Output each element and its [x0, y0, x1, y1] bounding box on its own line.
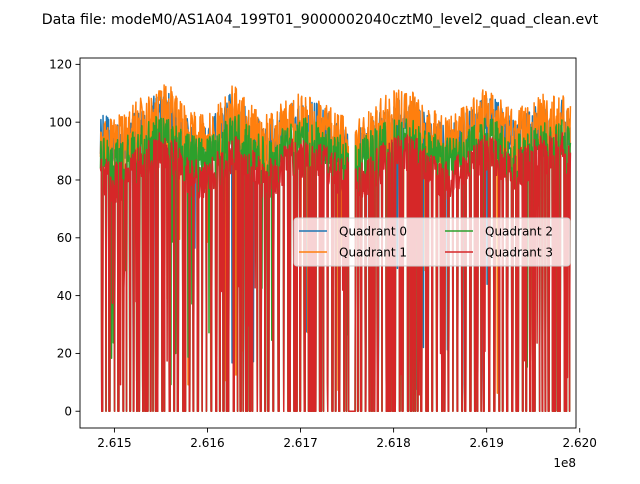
y-tick-label: 100 — [49, 115, 72, 129]
x-tick-label: 2.618 — [376, 436, 410, 450]
y-tick-label: 40 — [57, 289, 72, 303]
legend-label-quadrant-1: Quadrant 1 — [339, 246, 407, 260]
y-tick-label: 120 — [49, 58, 72, 72]
x-tick-label: 2.615 — [97, 436, 131, 450]
legend-label-quadrant-2: Quadrant 2 — [485, 225, 553, 239]
plot-area — [79, 57, 577, 429]
series-line-quadrant-3 — [99, 132, 572, 412]
legend-frame — [293, 217, 571, 267]
y-tick-label: 0 — [64, 405, 72, 419]
y-tick-label: 20 — [57, 347, 72, 361]
x-tick-label: 2.616 — [190, 436, 224, 450]
legend-label-quadrant-0: Quadrant 0 — [339, 225, 407, 239]
y-tick-label: 80 — [57, 173, 72, 187]
chart-legend: Quadrant 0 Quadrant 1 Quadrant 2 Quadran… — [293, 217, 571, 267]
x-axis-offset-label: 1e8 — [553, 456, 576, 470]
y-axis: 0 20 40 60 80 100 120 — [49, 58, 80, 419]
x-tick-label: 2.620 — [563, 436, 597, 450]
chart-title: Data file: modeM0/AS1A04_199T01_90000020… — [42, 12, 599, 28]
legend-label-quadrant-3: Quadrant 3 — [485, 246, 553, 260]
x-tick-label: 2.619 — [469, 436, 503, 450]
series-layer — [99, 84, 572, 412]
y-tick-label: 60 — [57, 231, 72, 245]
x-axis: 2.615 2.616 2.617 2.618 2.619 2.620 — [97, 428, 597, 450]
axes-frame — [79, 57, 577, 429]
x-tick-label: 2.617 — [283, 436, 317, 450]
